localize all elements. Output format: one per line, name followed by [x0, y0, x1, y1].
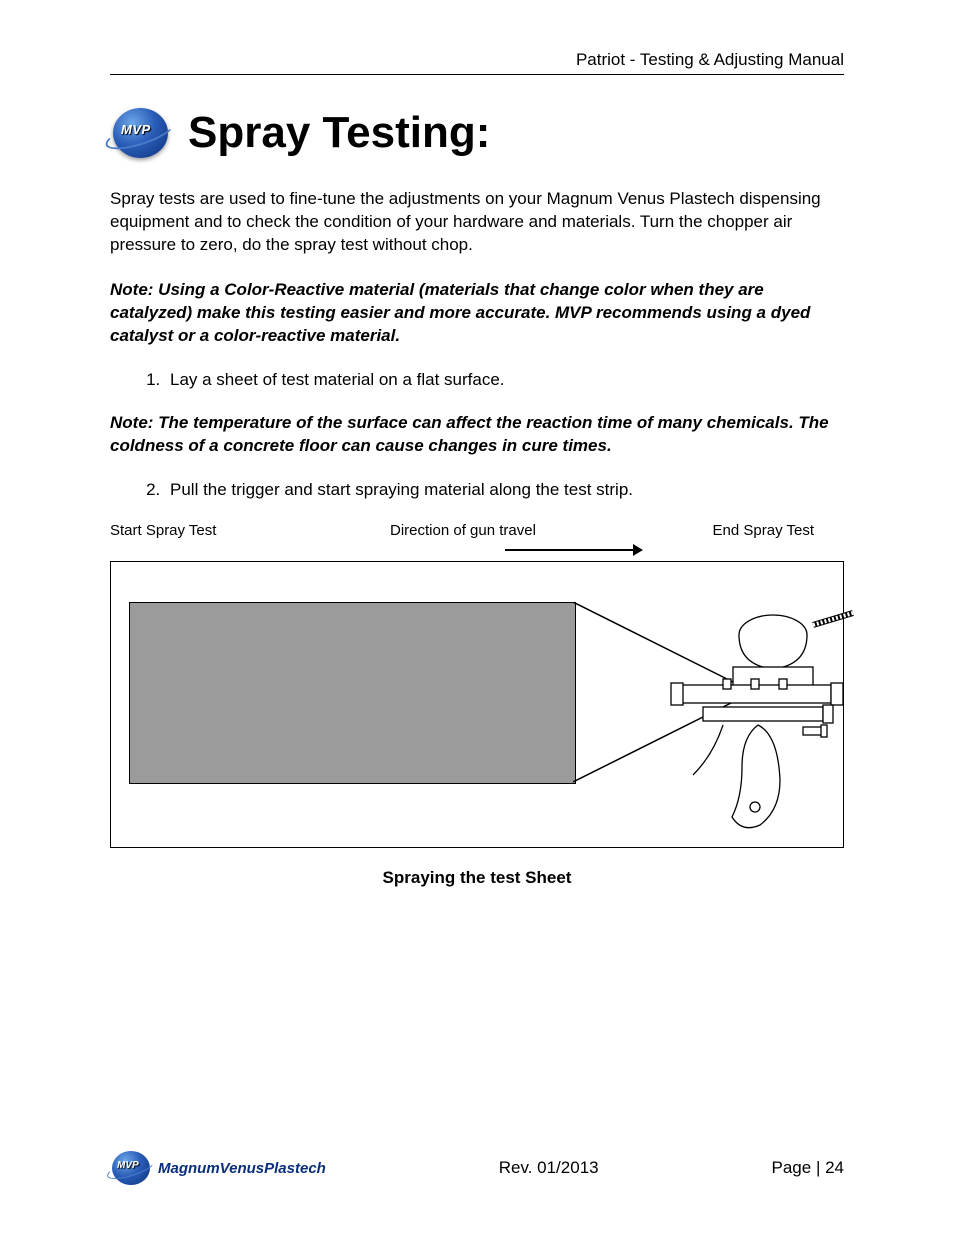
note-temperature: Note: The temperature of the surface can… — [110, 412, 844, 458]
page-title: Spray Testing: — [188, 108, 490, 158]
diagram-labels: Start Spray Test Direction of gun travel… — [110, 522, 844, 539]
diagram-caption: Spraying the test Sheet — [110, 868, 844, 888]
step-list-cont: Pull the trigger and start spraying mate… — [110, 480, 844, 500]
footer-logo: MVP MagnumVenusPlastech — [110, 1149, 326, 1187]
page-footer: MVP MagnumVenusPlastech Rev. 01/2013 Pag… — [110, 1149, 844, 1187]
doc-title: Patriot - Testing & Adjusting Manual — [576, 50, 844, 69]
step-1: Lay a sheet of test material on a flat s… — [165, 370, 844, 390]
step-2: Pull the trigger and start spraying mate… — [165, 480, 844, 500]
spray-area-rect — [129, 602, 576, 784]
footer-brand: MagnumVenusPlastech — [158, 1160, 326, 1177]
mvp-logo-small-icon: MVP — [110, 1149, 152, 1187]
footer-revision: Rev. 01/2013 — [499, 1158, 599, 1178]
label-direction: Direction of gun travel — [390, 522, 690, 539]
direction-arrow-icon — [110, 545, 844, 559]
mvp-logo-icon: MVP — [110, 105, 170, 160]
logo-badge-text: MVP — [121, 122, 151, 137]
note-color-reactive: Note: Using a Color-Reactive material (m… — [110, 279, 844, 348]
intro-paragraph: Spray tests are used to fine-tune the ad… — [110, 188, 844, 257]
document-page: Patriot - Testing & Adjusting Manual MVP… — [0, 0, 954, 1235]
page-header: Patriot - Testing & Adjusting Manual — [110, 50, 844, 75]
label-end-spray: End Spray Test — [690, 522, 844, 539]
label-start-spray: Start Spray Test — [110, 522, 390, 539]
spray-diagram — [110, 561, 844, 848]
spray-gun-icon — [663, 607, 863, 847]
title-row: MVP Spray Testing: — [110, 105, 844, 160]
footer-page-number: Page | 24 — [772, 1158, 844, 1178]
step-list: Lay a sheet of test material on a flat s… — [110, 370, 844, 390]
footer-badge-text: MVP — [117, 1160, 139, 1171]
